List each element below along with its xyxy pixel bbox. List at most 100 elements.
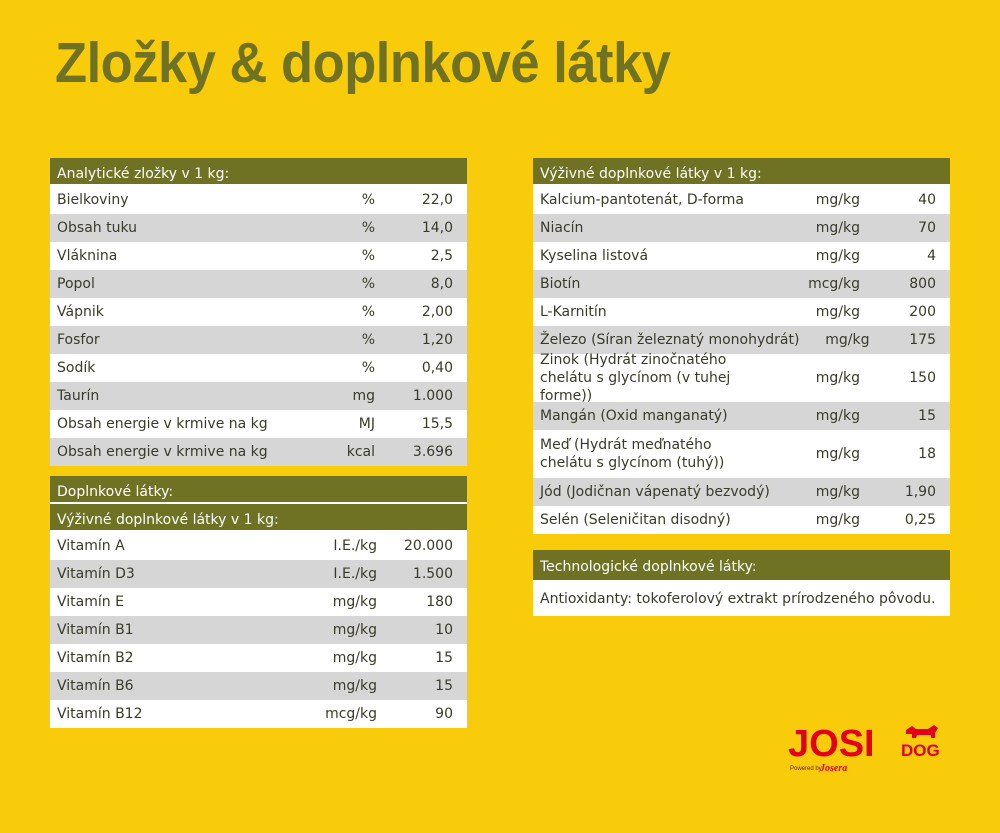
row-name: Obsah tuku bbox=[57, 220, 138, 236]
logo-brand-text: Josera bbox=[819, 763, 847, 774]
table-row: Popol% 8,0 bbox=[50, 270, 467, 298]
row-value: 175 bbox=[909, 332, 936, 348]
row-value: 22,0 bbox=[421, 192, 453, 208]
row-unit: mg/kg bbox=[332, 678, 377, 694]
row-unit: mg/kg bbox=[815, 484, 860, 500]
table-row: Vitamín A I.E./kg 20.000 bbox=[50, 532, 467, 560]
table-row: Vláknina% 2,5 bbox=[50, 242, 467, 270]
table-row: Meď (Hydrát meďnatého chelátu s glycínom… bbox=[533, 430, 950, 478]
table-row: Vitamín E mg/kg 180 bbox=[50, 588, 467, 616]
row-value: 1,90 bbox=[904, 484, 936, 500]
row-value: 2,00 bbox=[421, 304, 453, 320]
row-unit: I.E./kg bbox=[333, 566, 377, 582]
table-row: Zinok (Hydrát zinočnatého chelátu s glyc… bbox=[533, 352, 950, 404]
row-unit: mg/kg bbox=[332, 594, 377, 610]
row-value: 2,5 bbox=[430, 248, 453, 264]
row-value: 180 bbox=[426, 594, 453, 610]
row-name: Obsah energie v krmive na kg bbox=[57, 444, 268, 460]
row-unit: % bbox=[361, 192, 375, 208]
row-name: Železo (Síran železnatý monohydrát) bbox=[540, 332, 800, 348]
row-unit: mg/kg bbox=[332, 650, 377, 666]
nutritional-header: Výživné doplnkové látky v 1 kg: bbox=[533, 158, 950, 186]
row-unit: I.E./kg bbox=[333, 538, 377, 554]
row-unit: % bbox=[361, 332, 375, 348]
row-value: 150 bbox=[909, 370, 936, 386]
row-unit: % bbox=[361, 304, 375, 320]
row-name: Vitamín B6 bbox=[57, 678, 134, 694]
row-name: Sodík bbox=[57, 360, 96, 376]
row-unit: MJ bbox=[358, 416, 375, 432]
row-unit: mg/kg bbox=[815, 304, 860, 320]
table-row: Selén (Seleničitan disodný) mg/kg 0,25 bbox=[533, 506, 950, 534]
josidog-logo: JOSI DOG Powered by Josera bbox=[788, 716, 948, 776]
page-title: Zložky & doplnkové látky bbox=[55, 31, 671, 95]
logo-powered-text: Powered by bbox=[790, 766, 822, 772]
row-value: 3.696 bbox=[412, 444, 453, 460]
table-row: Kyselina listová mg/kg 4 bbox=[533, 242, 950, 270]
table-row: Obsah energie v krmive na kg kcal 3.696 bbox=[50, 438, 467, 466]
row-name: Vitamín A bbox=[57, 538, 125, 554]
row-unit: % bbox=[361, 220, 375, 236]
row-value: 10 bbox=[435, 622, 453, 638]
table-row: Jód (Jodičnan vápenatý bezvodý) mg/kg 1,90 bbox=[533, 478, 950, 506]
analytic-rows: Bielkoviny% 22,0 Obsah tuku% 14,0 Vláknina% 2… bbox=[50, 186, 467, 466]
row-unit: mg/kg bbox=[815, 512, 860, 528]
row-unit: % bbox=[361, 360, 375, 376]
table-row: Vitamín B1 mg/kg 10 bbox=[50, 616, 467, 644]
row-unit: kcal bbox=[346, 444, 375, 460]
additives-header: Doplnkové látky: bbox=[50, 476, 467, 504]
row-name: Vláknina bbox=[57, 248, 118, 264]
table-row: Taurín mg 1.000 bbox=[50, 382, 467, 410]
row-unit: mg/kg bbox=[815, 220, 860, 236]
row-value: 8,0 bbox=[430, 276, 453, 292]
row-unit: mg/kg bbox=[815, 192, 860, 208]
table-row: Bielkoviny% 22,0 bbox=[50, 186, 467, 214]
table-row: Vitamín D3 I.E./kg 1.500 bbox=[50, 560, 467, 588]
row-value: 90 bbox=[435, 706, 453, 722]
row-name: Vitamín B2 bbox=[57, 650, 134, 666]
table-row: Biotín mcg/kg 800 bbox=[533, 270, 950, 298]
row-name: Niacín bbox=[540, 220, 584, 236]
row-name: Obsah energie v krmive na kg bbox=[57, 416, 268, 432]
row-value: 14,0 bbox=[421, 220, 453, 236]
analytic-header: Analytické zložky v 1 kg: bbox=[50, 158, 467, 186]
row-unit: mg/kg bbox=[815, 370, 860, 386]
table-row: Sodík% 0,40 bbox=[50, 354, 467, 382]
row-unit: mcg/kg bbox=[325, 706, 377, 722]
row-value: 0,25 bbox=[904, 512, 936, 528]
row-value: 1,20 bbox=[421, 332, 453, 348]
row-unit: mg/kg bbox=[815, 446, 860, 462]
row-unit: mg/kg bbox=[825, 332, 870, 348]
row-unit: mg bbox=[352, 388, 375, 404]
additives-subheader: Výživné doplnkové látky v 1 kg: bbox=[50, 504, 467, 532]
additives-rows: Vitamín A I.E./kg 20.000 Vitamín D3 I.E./kg 1… bbox=[50, 532, 467, 728]
row-name: Biotín bbox=[540, 276, 581, 292]
table-row: Obsah tuku% 14,0 bbox=[50, 214, 467, 242]
row-name: Vitamín B12 bbox=[57, 706, 143, 722]
row-value: 800 bbox=[909, 276, 936, 292]
table-row: Obsah energie v krmive na kg MJ 15,5 bbox=[50, 410, 467, 438]
row-unit: % bbox=[361, 248, 375, 264]
table-row: Kalcium-pantotenát, D-forma mg/kg 40 bbox=[533, 186, 950, 214]
table-row: Železo (Síran železnatý monohydrát) mg/kg… bbox=[533, 326, 950, 354]
row-name: Kyselina listová bbox=[540, 248, 649, 264]
row-value: 40 bbox=[918, 192, 936, 208]
nutritional-panel: Výživné doplnkové látky v 1 kg: Kalcium-… bbox=[533, 158, 950, 534]
row-value: 15,5 bbox=[421, 416, 453, 432]
table-row: Vitamín B6 mg/kg 15 bbox=[50, 672, 467, 700]
row-value: 200 bbox=[909, 304, 936, 320]
logo-dog-text: DOG bbox=[901, 741, 940, 760]
row-name: Vitamín D3 bbox=[57, 566, 135, 582]
row-unit: mcg/kg bbox=[808, 276, 860, 292]
row-unit: mg/kg bbox=[815, 248, 860, 264]
table-row: Vitamín B2 mg/kg 15 bbox=[50, 644, 467, 672]
table-row: L-Karnitín mg/kg 200 bbox=[533, 298, 950, 326]
row-value: 15 bbox=[435, 678, 453, 694]
row-name: Fosfor bbox=[57, 332, 100, 348]
dog-silhouette-icon bbox=[906, 725, 938, 738]
additives-panel: Doplnkové látky: Výživné doplnkové látky… bbox=[50, 476, 467, 728]
row-name: Kalcium-pantotenát, D-forma bbox=[540, 192, 744, 208]
row-value: 0,40 bbox=[421, 360, 453, 376]
row-name: Vitamín E bbox=[57, 594, 124, 610]
row-name: Meď (Hydrát meďnatého chelátu s glycínom… bbox=[540, 437, 725, 471]
